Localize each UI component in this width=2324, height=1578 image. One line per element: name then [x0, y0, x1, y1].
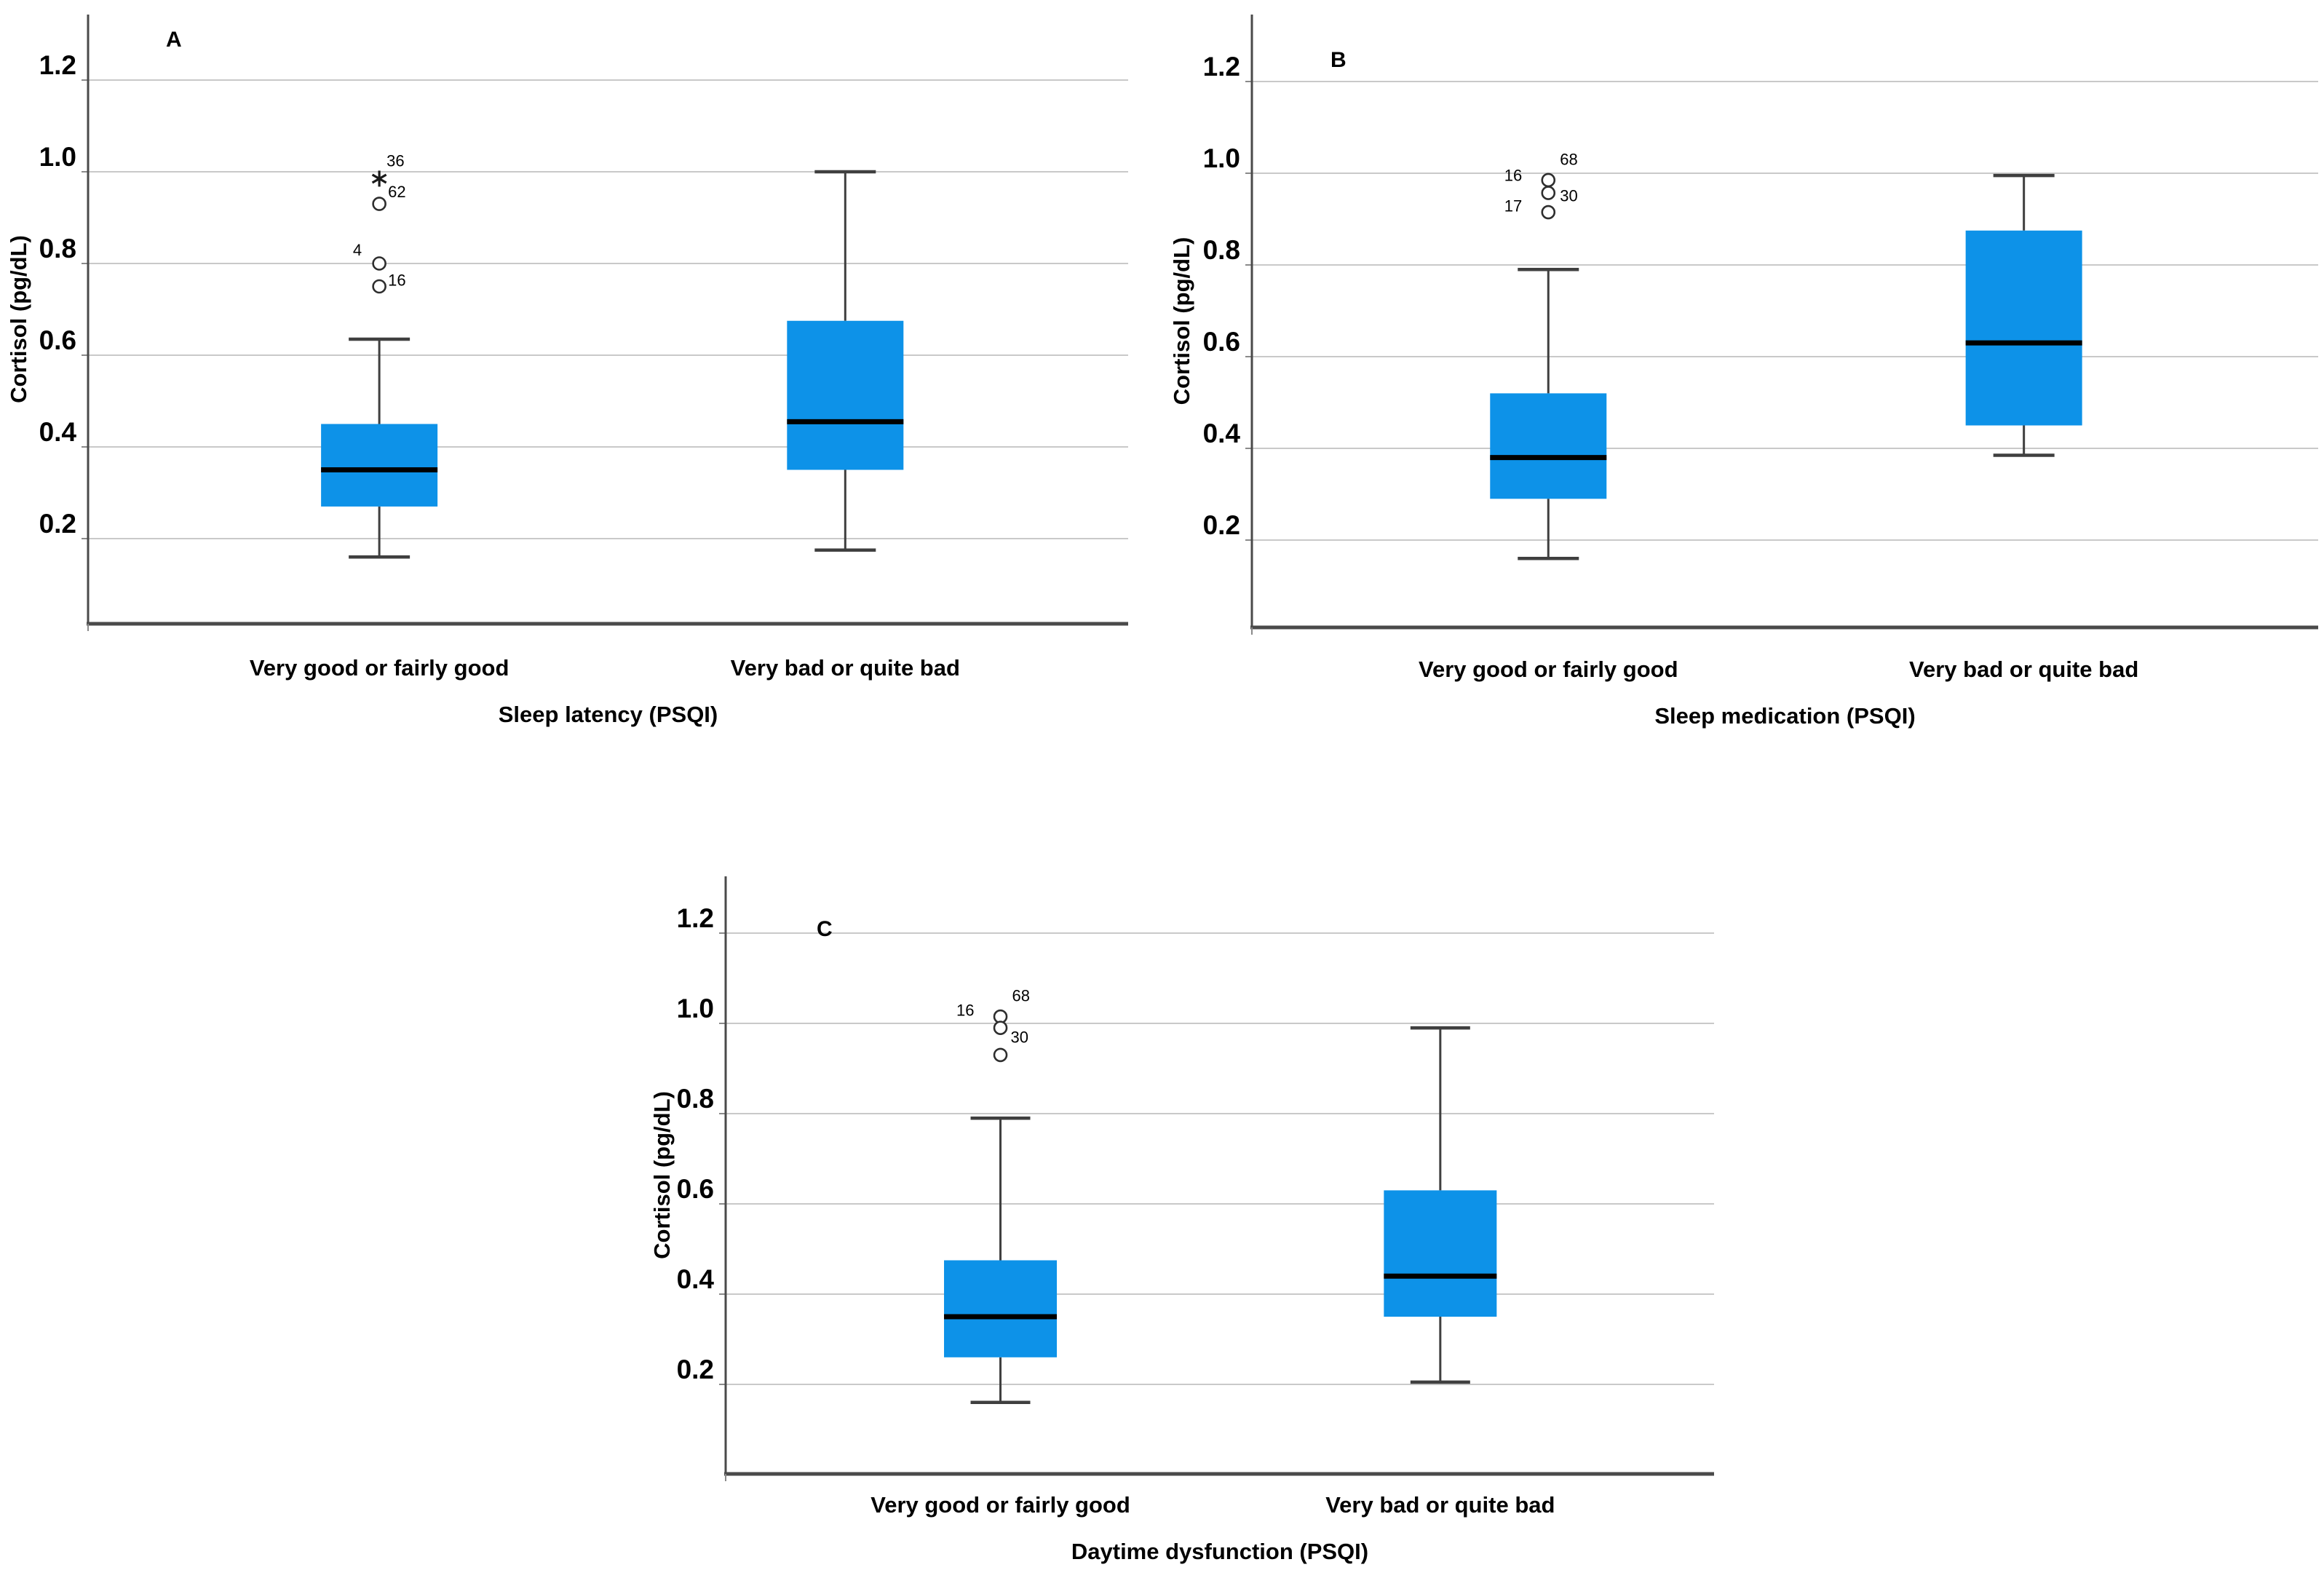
y-tick-label: 0.2	[677, 1355, 714, 1384]
outlier-circle	[993, 1020, 1008, 1035]
y-tick-label: 0.6	[677, 1174, 714, 1204]
category-label: Very bad or quite bad	[1325, 1492, 1555, 1518]
y-tick-label: 0.4	[1203, 419, 1241, 448]
outlier-circle	[993, 1047, 1008, 1063]
box	[1490, 393, 1607, 499]
y-tick-label: 0.8	[1203, 235, 1240, 265]
outlier-circle	[1541, 186, 1556, 200]
category-label: Very good or fairly good	[870, 1492, 1130, 1518]
outlier-label: 68	[1012, 987, 1030, 1005]
panel-c: 0.2 0.4 0.6 0.8 1.0 1.2 C Cortisol (pg/dL) 16 68 3…	[649, 876, 1714, 1564]
box	[1965, 230, 2082, 426]
y-tick-label: 0.2	[39, 509, 76, 539]
outlier-circle	[1541, 205, 1556, 220]
outlier-label: 16	[388, 271, 405, 290]
y-tick-label: 0.6	[1203, 327, 1240, 357]
outlier-label: 68	[1560, 150, 1577, 168]
outlier-circle	[372, 279, 386, 294]
x-axis-title: Daytime dysfunction (PSQI)	[1071, 1539, 1368, 1564]
panel-a: 0.2 0.4 0.6 0.8 1.0 1.2 A Cortisol (pg/dL) 36 62 4…	[6, 15, 1128, 727]
y-tick-label: 1.2	[1203, 52, 1240, 82]
y-tick-label: 0.6	[39, 325, 76, 355]
outlier-circle	[372, 256, 386, 271]
x-axis-title: Sleep latency (PSQI)	[499, 702, 718, 727]
outlier-label: 30	[1560, 187, 1577, 205]
box	[321, 424, 438, 507]
outlier-label: 16	[956, 1002, 974, 1020]
box	[1384, 1190, 1497, 1317]
y-tick-label: 1.0	[39, 142, 76, 172]
outlier-label: 16	[1504, 166, 1522, 184]
outlier-label: 17	[1504, 197, 1522, 215]
y-tick-label: 0.4	[677, 1264, 715, 1294]
outlier-circle	[372, 197, 386, 211]
y-axis-title: Cortisol (pg/dL)	[1169, 237, 1194, 405]
y-tick-label: 1.2	[39, 50, 76, 80]
y-tick-label: 0.4	[39, 417, 77, 447]
y-tick-label: 0.8	[677, 1084, 714, 1114]
outlier-circle	[1541, 173, 1556, 188]
category-label: Very bad or quite bad	[1909, 657, 2138, 682]
box	[944, 1260, 1058, 1357]
outlier-label: 30	[1011, 1028, 1028, 1046]
box	[787, 320, 904, 470]
panel-letter: A	[166, 28, 182, 52]
outlier-label: 62	[388, 183, 405, 201]
category-label: Very good or fairly good	[1419, 657, 1678, 682]
panel-b: 0.2 0.4 0.6 0.8 1.0 1.2 B Cortisol (pg/dL) 16 68 1…	[1169, 15, 2318, 729]
x-axis-title: Sleep medication (PSQI)	[1654, 703, 1915, 729]
outlier-star	[371, 173, 387, 184]
y-tick-label: 0.8	[39, 234, 76, 263]
category-label: Very good or fairly good	[250, 655, 509, 681]
y-tick-label: 0.2	[1203, 510, 1240, 540]
y-axis-title: Cortisol (pg/dL)	[6, 235, 31, 403]
outlier-label: 36	[386, 151, 404, 170]
y-axis-title: Cortisol (pg/dL)	[649, 1091, 675, 1259]
y-tick-label: 1.0	[677, 994, 714, 1023]
category-label: Very bad or quite bad	[731, 655, 960, 681]
y-tick-label: 1.2	[677, 903, 714, 933]
outlier-label: 4	[353, 241, 362, 259]
y-tick-label: 1.0	[1203, 143, 1240, 173]
panel-letter: B	[1330, 48, 1347, 72]
panel-letter: C	[817, 917, 833, 941]
